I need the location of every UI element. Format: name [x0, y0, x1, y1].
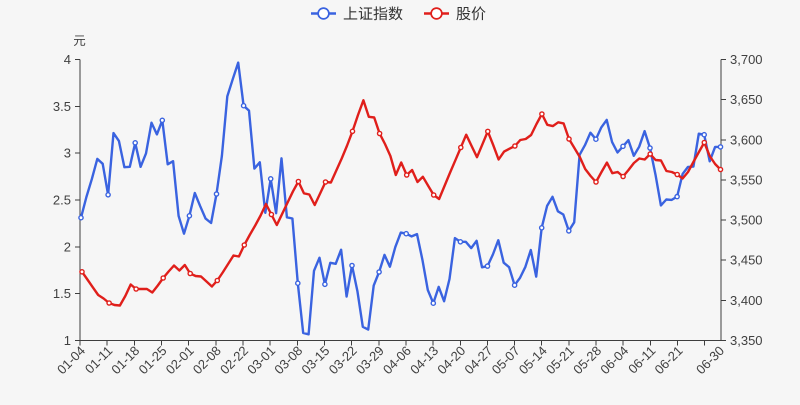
svg-text:04-06: 04-06	[380, 343, 414, 377]
svg-text:3: 3	[64, 146, 71, 161]
svg-text:01-11: 01-11	[82, 343, 115, 376]
svg-text:04-27: 04-27	[461, 343, 495, 377]
svg-text:04-20: 04-20	[434, 343, 468, 377]
svg-text:03-08: 03-08	[271, 343, 305, 377]
svg-text:3,350: 3,350	[730, 333, 763, 348]
svg-text:3,500: 3,500	[730, 213, 763, 228]
svg-text:1.5: 1.5	[53, 286, 71, 301]
svg-text:01-25: 01-25	[136, 343, 170, 377]
svg-text:03-01: 03-01	[244, 343, 278, 377]
svg-text:02-08: 02-08	[190, 343, 224, 377]
svg-text:02-01: 02-01	[163, 343, 197, 377]
svg-text:03-22: 03-22	[326, 343, 360, 377]
svg-text:3,400: 3,400	[730, 293, 763, 308]
svg-text:05-21: 05-21	[543, 343, 577, 377]
svg-text:01-18: 01-18	[108, 343, 142, 377]
svg-text:03-29: 03-29	[353, 343, 387, 377]
svg-text:04-13: 04-13	[407, 343, 441, 377]
svg-text:3,600: 3,600	[730, 132, 763, 147]
svg-text:1: 1	[64, 333, 71, 348]
svg-text:05-28: 05-28	[570, 343, 604, 377]
svg-text:2: 2	[64, 239, 71, 254]
svg-text:06-30: 06-30	[693, 343, 727, 377]
svg-text:3,450: 3,450	[730, 253, 763, 268]
svg-text:03-15: 03-15	[298, 343, 332, 377]
svg-text:02-22: 02-22	[217, 343, 251, 377]
svg-text:05-14: 05-14	[516, 343, 550, 377]
svg-text:3,650: 3,650	[730, 92, 763, 107]
svg-text:05-07: 05-07	[489, 343, 523, 377]
svg-text:4: 4	[64, 52, 71, 67]
svg-text:2.5: 2.5	[53, 193, 71, 208]
svg-text:3,700: 3,700	[730, 52, 763, 67]
svg-text:06-21: 06-21	[652, 343, 686, 377]
svg-text:06-11: 06-11	[625, 343, 658, 376]
svg-text:3.5: 3.5	[53, 99, 71, 114]
svg-text:06-04: 06-04	[597, 343, 631, 377]
svg-text:01-04: 01-04	[54, 343, 88, 377]
svg-text:3,550: 3,550	[730, 172, 763, 187]
